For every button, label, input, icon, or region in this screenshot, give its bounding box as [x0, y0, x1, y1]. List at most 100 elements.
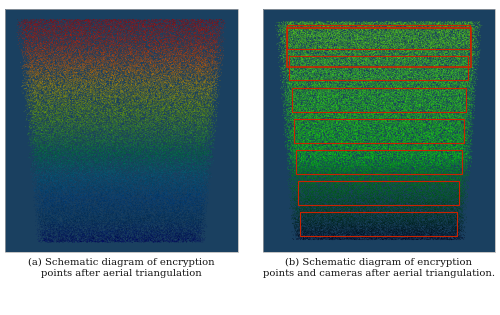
Point [430, 165, 438, 170]
Point [330, 73, 338, 78]
Point [135, 156, 143, 161]
Point [166, 65, 174, 70]
Point [152, 153, 160, 158]
Point [138, 62, 146, 67]
Point [338, 122, 346, 127]
Point [139, 133, 147, 138]
Point [464, 130, 471, 135]
Point [38, 200, 46, 205]
Point [454, 122, 462, 127]
Point [376, 39, 384, 44]
Point [188, 119, 196, 124]
Point [455, 223, 463, 228]
Point [200, 147, 208, 152]
Point [99, 38, 107, 43]
Point [26, 91, 34, 96]
Point [436, 135, 444, 140]
Point [354, 100, 362, 105]
Point [192, 213, 200, 218]
Point [342, 32, 350, 37]
Point [288, 99, 296, 104]
Point [112, 82, 120, 87]
Point [128, 102, 136, 107]
Point [456, 186, 464, 192]
Point [320, 230, 328, 235]
Point [132, 204, 140, 209]
Point [338, 132, 346, 137]
Point [432, 204, 440, 209]
Point [170, 225, 177, 230]
Point [174, 34, 182, 39]
Point [180, 166, 188, 171]
Point [70, 80, 78, 85]
Point [90, 184, 98, 189]
Point [306, 222, 314, 227]
Point [356, 35, 364, 40]
Point [426, 153, 434, 158]
Point [169, 119, 177, 124]
Point [198, 159, 206, 164]
Point [346, 205, 354, 210]
Point [61, 105, 69, 110]
Point [398, 186, 406, 192]
Point [298, 28, 306, 33]
Point [172, 44, 180, 49]
Point [320, 47, 328, 52]
Point [108, 94, 116, 99]
Point [373, 119, 381, 124]
Point [144, 230, 152, 235]
Point [81, 182, 89, 187]
Point [142, 143, 150, 148]
Point [372, 231, 380, 236]
Point [411, 176, 419, 181]
Point [120, 145, 128, 150]
Point [352, 136, 360, 141]
Point [284, 47, 292, 52]
Point [165, 17, 173, 22]
Point [68, 25, 76, 30]
Point [440, 134, 448, 139]
Point [454, 207, 462, 212]
Point [317, 21, 325, 26]
Point [357, 106, 365, 111]
Point [344, 113, 352, 118]
Point [304, 109, 312, 114]
Point [154, 234, 162, 239]
Point [108, 89, 116, 94]
Point [302, 165, 310, 170]
Point [443, 229, 451, 234]
Point [304, 138, 312, 143]
Point [88, 140, 96, 145]
Point [160, 202, 168, 207]
Point [310, 37, 318, 42]
Point [194, 191, 202, 196]
Point [315, 184, 323, 189]
Point [124, 101, 132, 106]
Point [344, 54, 352, 60]
Point [334, 55, 342, 60]
Point [128, 38, 136, 43]
Point [122, 184, 130, 189]
Point [300, 30, 308, 35]
Point [400, 227, 407, 232]
Point [336, 186, 344, 191]
Point [360, 221, 368, 226]
Point [338, 94, 346, 99]
Point [358, 88, 366, 93]
Point [382, 211, 390, 216]
Point [126, 199, 134, 204]
Point [356, 109, 364, 114]
Point [312, 194, 320, 199]
Point [100, 182, 108, 187]
Point [78, 149, 86, 154]
Point [370, 89, 378, 94]
Point [306, 50, 314, 55]
Point [28, 20, 36, 26]
Point [447, 145, 455, 150]
Point [158, 63, 166, 68]
Point [400, 141, 408, 146]
Point [367, 182, 375, 187]
Point [29, 91, 37, 96]
Point [120, 114, 128, 119]
Point [423, 67, 431, 72]
